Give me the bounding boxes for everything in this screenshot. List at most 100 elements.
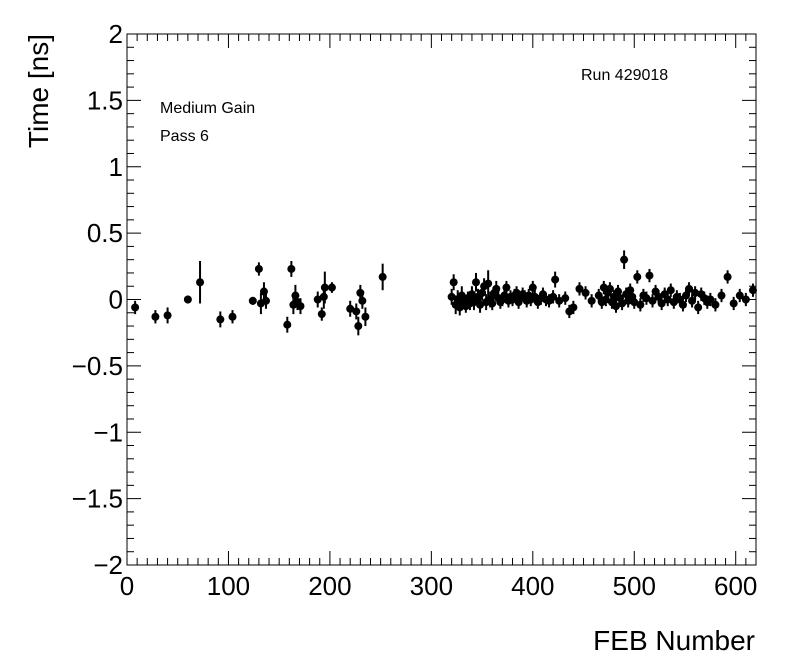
data-point — [447, 288, 456, 305]
marker — [248, 296, 257, 305]
data-point — [183, 295, 192, 304]
axis-ticks — [126, 33, 757, 566]
x-tick-label: 600 — [714, 571, 757, 601]
data-point — [561, 291, 570, 305]
x-tick-label: 500 — [613, 571, 656, 601]
data-point — [471, 272, 480, 292]
marker — [594, 291, 603, 300]
marker — [216, 315, 225, 324]
data-point — [717, 288, 726, 303]
x-axis-label: FEB Number — [593, 625, 755, 656]
marker — [378, 272, 387, 281]
data-point — [261, 292, 270, 309]
x-tick-label: 300 — [410, 571, 453, 601]
y-tick-label: 0 — [109, 285, 123, 315]
data-point — [605, 282, 614, 296]
y-tick-label: −2 — [93, 550, 123, 580]
marker — [346, 304, 355, 313]
marker — [320, 283, 329, 292]
marker — [636, 300, 645, 309]
data-points — [131, 250, 757, 336]
y-tick-label: −0.5 — [72, 351, 123, 381]
data-point — [663, 292, 672, 307]
data-point — [618, 296, 627, 311]
data-point — [551, 271, 560, 288]
marker — [654, 292, 663, 301]
data-point — [283, 316, 292, 333]
marker — [319, 292, 328, 301]
data-point — [216, 311, 225, 328]
data-point — [492, 280, 501, 297]
data-point — [711, 298, 720, 312]
marker — [633, 272, 642, 281]
y-tick-label: 0.5 — [87, 218, 123, 248]
data-point — [642, 291, 651, 305]
data-point — [131, 300, 140, 315]
marker — [196, 278, 205, 287]
y-tick-label: 2 — [109, 19, 123, 49]
data-point — [555, 294, 564, 308]
data-point — [587, 294, 596, 308]
data-point — [151, 310, 160, 324]
x-tick-label: 100 — [207, 571, 250, 601]
data-point — [248, 296, 257, 305]
data-point — [666, 283, 675, 297]
marker — [447, 292, 456, 301]
marker — [131, 303, 140, 312]
marker — [488, 299, 497, 308]
data-point — [678, 298, 687, 312]
y-axis-label: Time [ns] — [23, 34, 54, 148]
marker — [569, 303, 578, 312]
y-tick-label: 1.5 — [87, 85, 123, 115]
marker — [706, 295, 715, 304]
marker — [645, 271, 654, 280]
data-point — [378, 263, 387, 291]
marker — [561, 294, 570, 303]
marker — [630, 298, 639, 307]
marker — [648, 296, 657, 305]
data-point — [723, 270, 732, 284]
data-point — [569, 300, 578, 315]
data-point — [581, 286, 590, 300]
data-point — [502, 280, 511, 295]
x-tick-label: 400 — [511, 571, 554, 601]
marker — [313, 295, 322, 304]
marker — [581, 288, 590, 297]
data-point — [476, 296, 485, 313]
marker — [492, 284, 501, 293]
marker — [611, 302, 620, 311]
data-point — [346, 300, 355, 317]
marker — [711, 300, 720, 309]
data-point — [575, 282, 584, 296]
marker — [361, 312, 370, 321]
data-point — [358, 292, 367, 309]
marker — [729, 299, 738, 308]
marker — [748, 286, 757, 295]
marker — [476, 300, 485, 309]
data-point — [163, 307, 172, 324]
marker — [449, 278, 458, 287]
data-point — [361, 307, 370, 327]
marker — [228, 312, 237, 321]
annotation-run: Run 429018 — [581, 67, 668, 84]
marker — [605, 284, 614, 293]
data-point — [484, 270, 493, 297]
marker — [723, 272, 732, 281]
marker — [717, 291, 726, 300]
data-point — [706, 292, 715, 307]
data-point — [636, 298, 645, 312]
marker — [549, 292, 558, 301]
marker — [358, 296, 367, 305]
data-point — [729, 296, 738, 311]
data-point — [254, 262, 263, 276]
y-tick-label: −1 — [93, 417, 123, 447]
x-tick-label: 200 — [308, 571, 351, 601]
marker — [455, 303, 464, 312]
marker — [327, 283, 336, 292]
data-point — [488, 296, 497, 311]
data-point — [449, 274, 458, 291]
marker — [575, 284, 584, 293]
data-point — [317, 307, 326, 321]
marker — [642, 294, 651, 303]
marker — [502, 283, 511, 292]
